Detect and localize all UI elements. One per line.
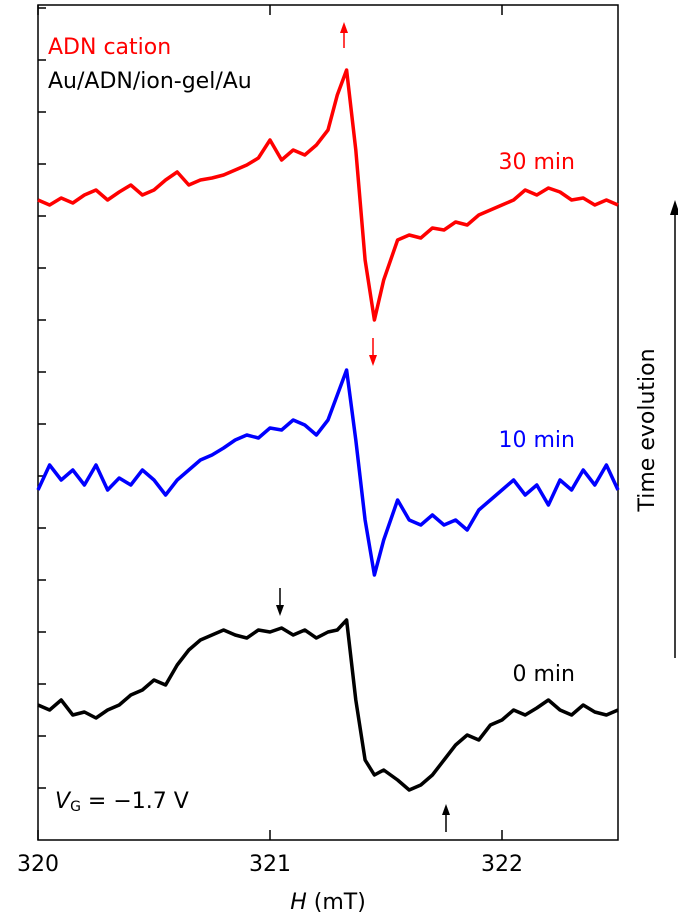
red-up-head — [340, 22, 348, 33]
gate-symbol: V — [55, 789, 72, 814]
series-line — [37, 68, 619, 322]
x-unit: (mT) — [307, 890, 366, 915]
series-line — [36, 368, 620, 577]
x-axis-label: H (mT) — [290, 890, 366, 915]
black-down-head — [276, 605, 284, 616]
series-label: 10 min — [499, 428, 575, 453]
x-tick-label: 320 — [17, 852, 59, 877]
gate-subscript: G — [70, 799, 81, 815]
black-up-head — [442, 804, 450, 815]
red-down-head — [369, 355, 377, 366]
time-arrow-head — [670, 200, 678, 215]
plot-frame — [37, 4, 619, 841]
time-axis-label: Time evolution — [635, 348, 660, 512]
x-tick-label: 321 — [249, 852, 291, 877]
gate-voltage: VG = −1.7 V — [55, 789, 189, 815]
device-label: Au/ADN/ion-gel/Au — [48, 69, 252, 94]
x-tick-label: 322 — [481, 852, 523, 877]
species-label: ADN cation — [48, 35, 171, 60]
arrows — [276, 22, 678, 832]
series-label: 0 min — [513, 662, 575, 687]
series-line — [37, 618, 619, 792]
gate-text: = −1.7 V — [81, 789, 189, 814]
series-label: 30 min — [499, 150, 575, 175]
x-symbol: H — [290, 890, 307, 915]
